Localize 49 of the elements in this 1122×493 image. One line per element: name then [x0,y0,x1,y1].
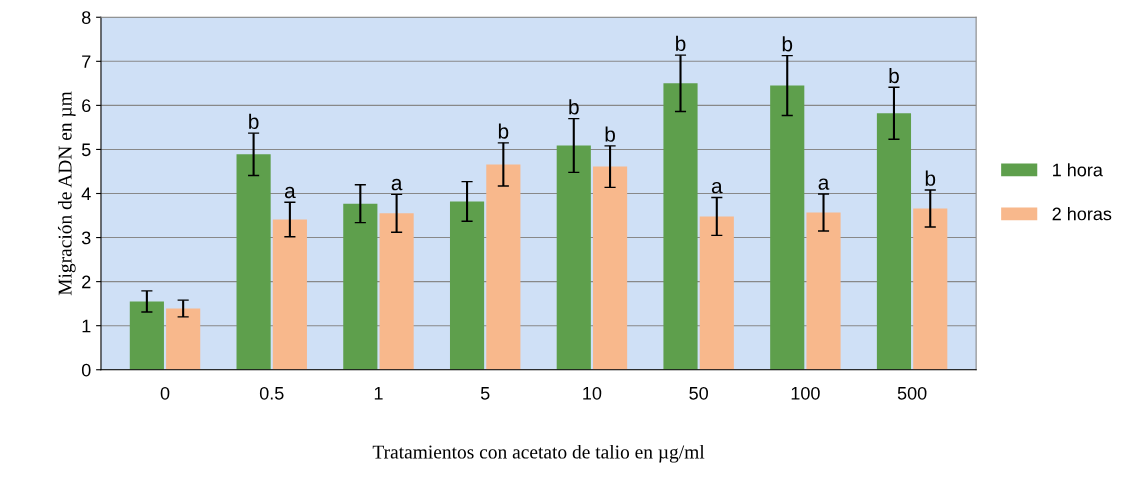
x-tick-label: 50 [689,386,708,400]
bar [876,113,912,370]
legend-label: 1 hora [1053,163,1103,177]
y-tick-label: 0 [81,363,91,377]
y-axis-title: Migración de ADN en µm [57,91,76,296]
y-tick-label: 4 [81,187,91,201]
y-tick-label: 2 [82,275,91,289]
bar [343,203,378,370]
bar [806,212,841,370]
annotation: b [605,126,615,142]
bar [449,201,485,370]
annotation: b [498,123,509,139]
y-tick-label: 5 [81,143,91,157]
annotation: a [818,178,830,190]
annotation: b [925,170,936,186]
annotation: a [284,186,296,199]
bar [236,154,271,370]
bar [556,145,591,370]
bar [379,213,414,370]
bar [166,308,201,370]
annotation: b [676,35,686,52]
annotation: b [569,99,579,115]
legend-label: 2 horas [1052,207,1112,221]
y-tick-label: 3 [81,231,91,245]
x-tick-label: 500 [897,386,927,400]
y-tick-label: 6 [82,99,91,113]
bar [272,219,307,370]
bar [663,83,698,370]
x-tick-label: 1 [374,387,383,400]
annotation: a [391,178,403,191]
bar [129,301,164,370]
y-tick-label: 8 [82,11,91,24]
bar [770,85,805,370]
bar [699,216,734,370]
annotation: a [711,181,723,194]
annotation: b [782,36,793,52]
x-tick-label: 10 [583,386,602,400]
x-tick-label: 5 [480,387,490,400]
y-tick-label: 1 [82,319,91,333]
x-tick-label: 0 [160,386,170,400]
annotation: b [249,113,259,130]
annotation: b [889,67,899,84]
bar [592,166,628,370]
y-tick-label: 7 [82,55,91,68]
bar [486,164,521,370]
bar [913,208,948,370]
x-tick-label: 0.5 [259,386,284,400]
x-tick-label: 100 [791,386,820,400]
x-axis-title: Tratamientos con acetato de talio en µg/ml [372,444,705,463]
